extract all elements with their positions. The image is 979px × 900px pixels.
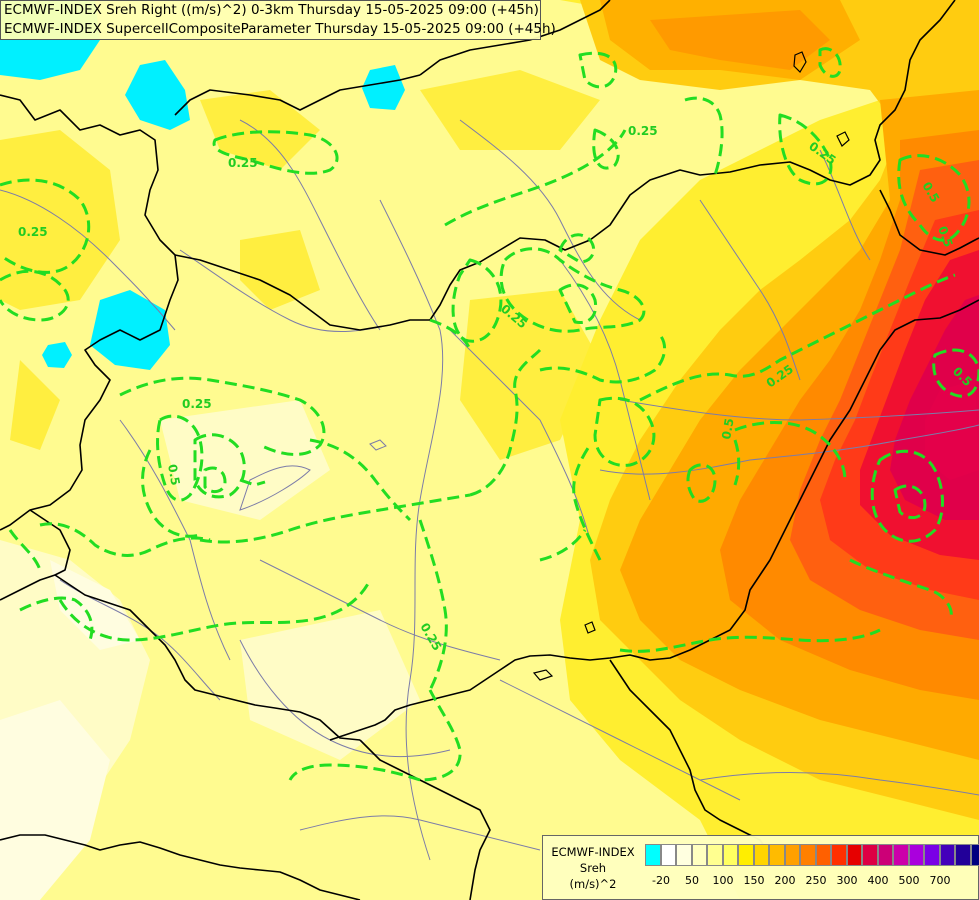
legend-swatch [831,844,847,866]
legend-tick-label: 50 [685,874,699,887]
legend-swatch [676,844,692,866]
contour-label: 0.25 [628,124,658,138]
legend-swatch [722,844,738,866]
contour-label: 0.25 [18,225,48,239]
legend-title-source: ECMWF-INDEX [551,845,635,859]
legend-swatch [707,844,723,866]
lakes [532,51,850,681]
legend-swatch [815,844,831,866]
legend-tick-label: 200 [774,874,796,887]
legend-swatch [753,844,769,866]
legend-tick-label: -20 [652,874,670,887]
legend-swatch [800,844,816,866]
pale-field-regions [0,400,420,900]
legend-swatch [784,844,800,866]
legend-swatch [877,844,893,866]
legend-tick-label: 700 [929,874,951,887]
contour-label: 0.5 [719,417,736,440]
contour-label: 0.5 [165,463,182,486]
legend-tick-label: 100 [712,874,734,887]
legend-tick-label: 150 [743,874,765,887]
contour-label: 0.25 [182,397,212,411]
contour-label: 0.5 [935,224,955,249]
legend-swatch [862,844,878,866]
legend-swatch [955,844,971,866]
legend-tick-label: 250 [805,874,827,887]
legend-swatch [924,844,940,866]
legend-tick-label: 500 [898,874,920,887]
legend-title: ECMWF-INDEX Sreh (m/s)^2 [543,844,643,892]
legend-swatch [645,844,661,866]
map-title-line1: ECMWF-INDEX Sreh Right ((m/s)^2) 0-3km T… [4,2,539,18]
legend-tick-label: 300 [836,874,858,887]
legend-title-unit: (m/s)^2 [569,877,617,891]
legend-tick-labels: -20 50 100 150 200 250 300 400 500 700 [645,874,975,890]
legend-swatch [691,844,707,866]
map-title-box: ECMWF-INDEX Sreh Right ((m/s)^2) 0-3km T… [0,0,556,40]
scp-contours [0,47,979,782]
legend-swatch [769,844,785,866]
legend-swatch [893,844,909,866]
legend-swatch [939,844,955,866]
legend-title-param: Sreh [579,861,607,875]
color-legend: ECMWF-INDEX Sreh (m/s)^2 -20 50 100 150 200 2… [542,835,979,900]
map-title-line2: ECMWF-INDEX SupercellCompositeParameter … [4,21,556,37]
legend-swatch [908,844,924,866]
contour-label: 0.25 [228,156,258,170]
legend-swatches [645,844,979,866]
legend-tick-label: 400 [867,874,889,887]
legend-swatch [660,844,676,866]
legend-swatch [846,844,862,866]
legend-swatch [970,844,979,866]
legend-swatch [738,844,754,866]
